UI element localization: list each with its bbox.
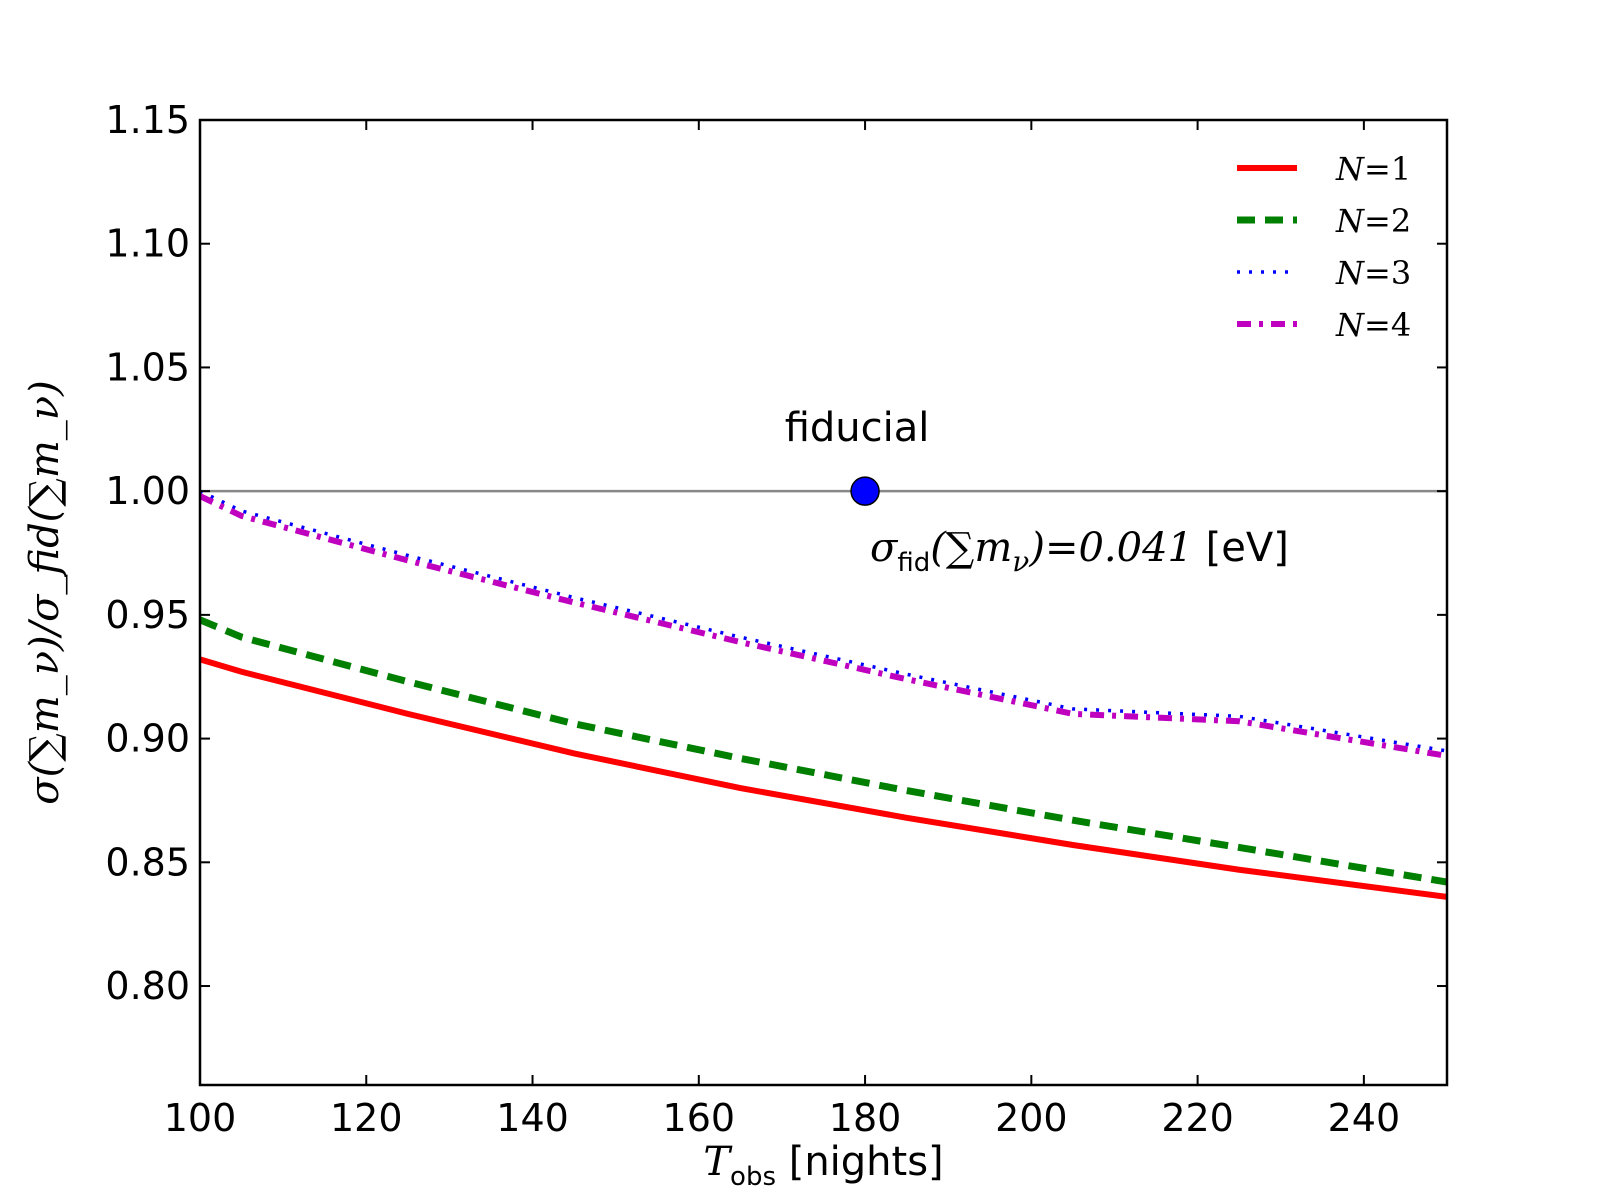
legend-val: =4 xyxy=(1364,306,1411,344)
x-tick-label: 200 xyxy=(995,1096,1068,1140)
legend-label-2: N=2 xyxy=(1335,202,1411,240)
annotations: fiducial σfid(∑mν)=0.041 [eV] xyxy=(785,405,1289,578)
fiducial-annotation: σfid(∑mν)=0.041 [eV] xyxy=(870,525,1289,578)
series-line-4 xyxy=(200,493,1447,759)
plot-frame xyxy=(198,118,1449,1087)
legend-val: =3 xyxy=(1364,254,1411,292)
legend-var: N xyxy=(1335,306,1365,344)
series-line-1 xyxy=(200,656,1447,900)
legend-val: =1 xyxy=(1364,150,1411,188)
annot-value: =0.041 xyxy=(1045,525,1193,571)
annot-close: ) xyxy=(1028,525,1045,571)
annot-sub: fid xyxy=(897,548,930,578)
annot-body: (∑m xyxy=(930,525,1012,571)
annot-nu: ν xyxy=(1012,545,1029,578)
xlabel-sub: obs xyxy=(730,1162,776,1192)
annot-sigma: σ xyxy=(870,525,899,571)
legend-var: N xyxy=(1335,202,1365,240)
x-tick-label: 100 xyxy=(164,1096,237,1140)
x-tick-label: 240 xyxy=(1328,1096,1401,1140)
legend-label-1: N=1 xyxy=(1335,150,1411,188)
y-tick-label: 0.95 xyxy=(105,593,190,637)
y-tick-label: 0.90 xyxy=(105,717,190,761)
fiducial-label: fiducial xyxy=(785,405,930,451)
x-axis-label: Tobs [nights] xyxy=(703,1139,943,1192)
legend-val: =2 xyxy=(1364,202,1411,240)
fiducial-point xyxy=(850,476,880,506)
annot-unit: [eV] xyxy=(1193,525,1289,571)
series-line-2 xyxy=(200,616,1447,886)
x-tick-label: 160 xyxy=(663,1096,736,1140)
legend: N=1N=2N=3N=4 xyxy=(1237,150,1411,344)
legend-var: N xyxy=(1335,150,1365,188)
x-tick-label: 120 xyxy=(330,1096,403,1140)
series-layer xyxy=(200,489,1447,900)
axes-layer: 100 120 140 160 180 200 220 240 0.80 0.85 0.90 0.95… xyxy=(22,98,1449,1192)
xlabel-symbol: T xyxy=(703,1139,733,1185)
x-tick-label: 180 xyxy=(829,1096,902,1140)
xlabel-unit: [nights] xyxy=(776,1139,944,1185)
y-tick-label: 1.10 xyxy=(105,222,190,266)
x-tick-label: 140 xyxy=(496,1096,569,1140)
x-tick-label: 220 xyxy=(1161,1096,1234,1140)
y-tick-label: 1.15 xyxy=(105,98,190,142)
legend-var: N xyxy=(1335,254,1365,292)
y-axis-label: σ(∑m_ν)/σ_fid(∑m_ν) xyxy=(22,380,68,804)
y-tick-label: 1.05 xyxy=(105,345,190,389)
y-tick-label: 0.85 xyxy=(105,840,190,884)
y-tick-label: 1.00 xyxy=(105,469,190,513)
legend-label-3: N=3 xyxy=(1335,254,1411,292)
y-tick-label: 0.80 xyxy=(105,964,190,1008)
legend-label-4: N=4 xyxy=(1335,306,1411,344)
